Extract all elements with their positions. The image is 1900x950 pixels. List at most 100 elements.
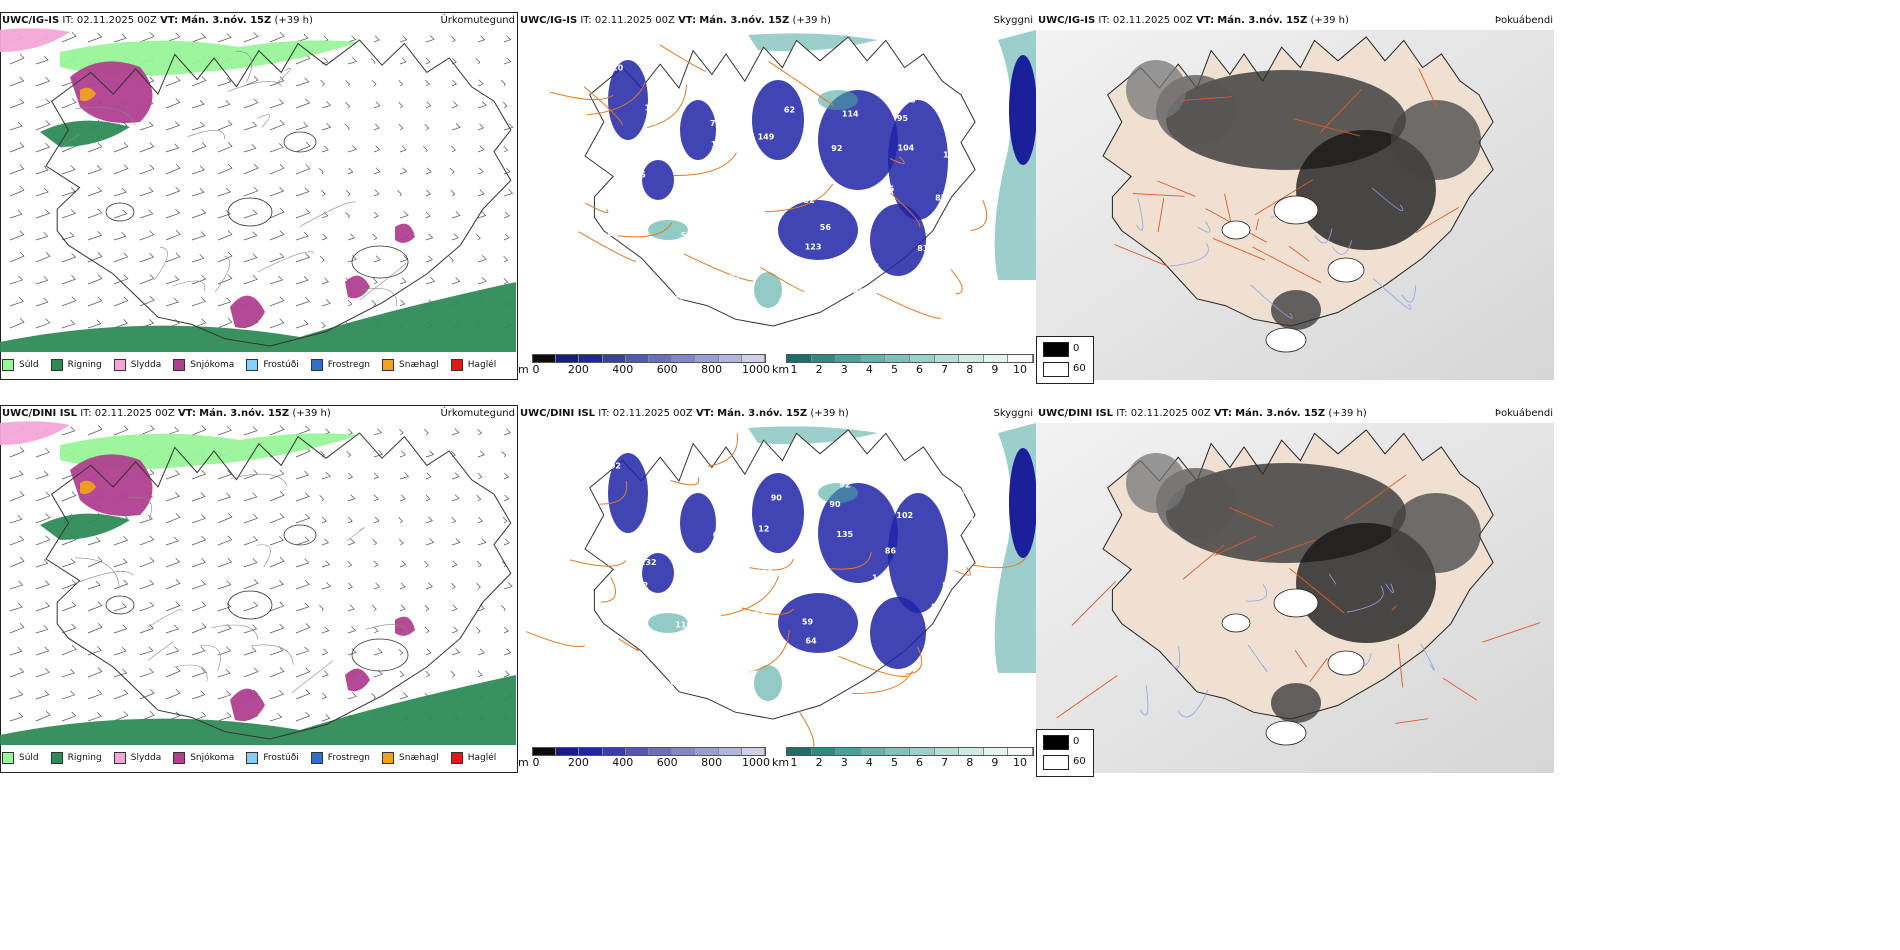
visibility-value-label: 94 [840,78,852,87]
wind-barb [373,101,381,109]
wind-barb [191,187,205,197]
visibility-value-label: 81 [663,680,675,689]
vis-colorbar-tick: 2 [815,756,823,769]
visibility-value-label: 81 [607,229,619,238]
wind-barb [269,296,285,307]
road-line [291,660,334,693]
road [889,156,905,165]
snow-area-se [345,668,370,692]
visibility-value-label: 12 [758,524,769,533]
visibility-value-label: 61 [641,536,653,545]
wind-barb [61,668,75,678]
wind-barb [165,275,180,285]
wind-barb [61,231,75,241]
wind-barb [295,623,311,634]
wind-barb [35,76,51,87]
wind-barb [398,648,404,656]
wind-barb [61,711,77,722]
model-name: UWC/IG-IS [2,15,60,26]
fog-map [1036,423,1554,773]
vis-colorbar-tick: 2 [815,363,823,376]
wind-barb [165,252,181,263]
wind-barb [476,582,481,590]
visibility-value-label: 107 [724,273,741,282]
wind-barb [217,142,233,153]
wind-barb [318,167,324,175]
wind-barb [477,516,483,524]
wind-barb [503,648,512,656]
wind-barb [217,557,233,568]
visibility-patch [754,665,782,701]
wind-barb [451,516,457,524]
wind-barb [61,296,77,307]
vis-colorbar-ticks: km 1 2 3 4 5 6 7 8 9 10 [772,363,1036,377]
wind-barb [321,277,330,285]
wind-barb [321,538,330,546]
road [876,292,941,319]
vis-colorbar-tick: 3 [840,756,848,769]
road [905,646,923,675]
wind-barb [425,648,432,656]
wind-barb [165,646,180,656]
wind-barb [35,625,49,634]
legend-item: Frostregn [310,752,370,764]
road-line [74,571,134,585]
wind-barb [61,690,76,700]
vis-colorbar-tick: 10 [1013,756,1027,769]
lead-time: (+39 h) [1310,15,1349,26]
vis-colorbar-unit: km [772,756,790,769]
wind-barb [61,31,77,43]
visibility-value-label: 42 [699,563,710,572]
visibility-value-label: 45 [635,170,647,179]
road-line [230,473,288,486]
wind-barb [269,579,285,590]
wind-barb [347,494,356,502]
road [570,559,627,567]
wind-barb [321,670,329,678]
legend-swatch [113,359,126,371]
wind-barb [269,143,284,153]
visibility-map: 202 71 65 220 59 41 47 59 61 42 63 64 78 59 201 132 96 11… [526,423,1036,756]
vis-colorbar-tick: 10 [1013,363,1027,376]
wind-barb [165,688,181,700]
wind-barb [269,490,285,502]
wind-barb [61,623,77,634]
road [720,575,780,617]
model-name: UWC/DINI ISL [2,408,78,419]
low-visibility-area [778,200,858,260]
visibility-value-label: 152 [632,581,649,590]
visibility-value-label: 59 [802,618,814,627]
wind-barb [321,101,332,109]
visibility-patch [754,272,782,308]
wind-barb [500,604,506,612]
wind-barb [295,689,311,700]
visibility-value-label: 115 [951,549,968,558]
visibility-value-label: 119 [746,626,763,635]
glacier-outline [351,638,409,672]
snow-area-se [345,275,370,299]
road [618,638,639,652]
legend-item: Frostregn [310,359,370,371]
it-label: IT: [1098,15,1110,26]
wind-barb [398,516,403,524]
wind-barb [87,601,103,612]
road [1288,245,1310,262]
wind-barb [165,76,181,87]
visibility-value-label: 96 [687,594,699,603]
wind-barb [295,275,309,285]
wind-barb [87,32,103,43]
map-panel-fog-r1: UWC/IG-IS IT: 02.11.2025 00Z VT: Mán. 3.… [1036,12,1556,380]
fog-area [1391,493,1481,573]
wind-barb [61,165,76,175]
low-visibility-area [752,473,804,553]
wind-barb [269,120,285,131]
road-line [154,246,168,280]
visibility-value-label: 59 [962,487,974,496]
river [1328,573,1337,585]
vis-colorbar-tick: 5 [890,756,898,769]
wind-barb [503,670,511,678]
wind-barb [451,101,459,109]
height-colorbar: m 0 200 400 600 800 1000 [518,747,770,771]
rain-area-west [40,120,130,147]
wind-barb [87,165,102,175]
